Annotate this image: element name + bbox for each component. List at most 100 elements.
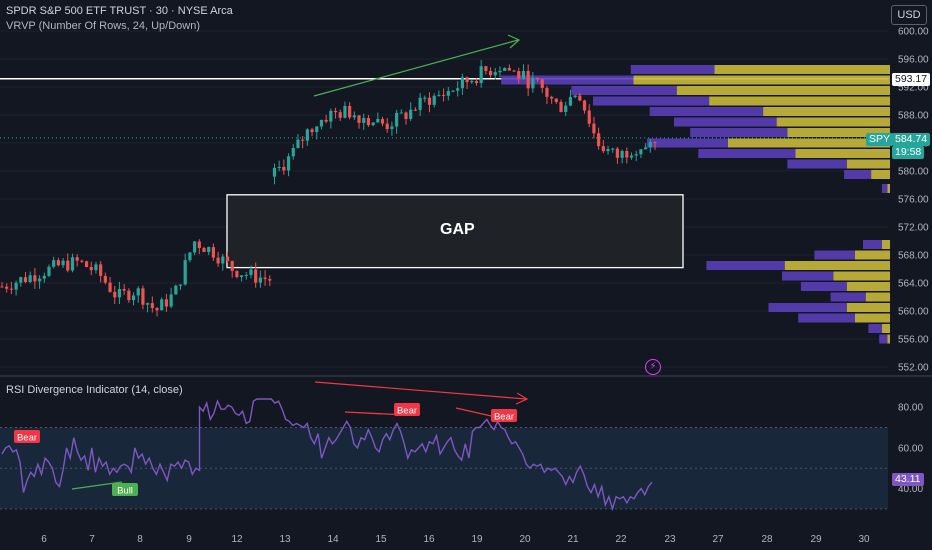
rsi-axis-tick: 40.00: [898, 484, 923, 495]
candle-body: [343, 105, 347, 118]
price-axis-tick: 552.00: [898, 363, 929, 374]
candle-body: [348, 105, 352, 118]
time-axis-tick: 16: [423, 534, 435, 545]
candle-body: [474, 81, 479, 84]
volume-profile-up-bar: [787, 128, 890, 137]
candle-body: [441, 94, 446, 96]
divergence-label-text: Bull: [117, 486, 133, 497]
price-axis-tick: 580.00: [898, 167, 929, 178]
volume-profile-up-bar: [854, 313, 890, 323]
candle-body: [193, 241, 197, 253]
volume-profile-up-bar: [633, 75, 890, 85]
candle-body: [80, 260, 84, 262]
candle-body: [225, 256, 230, 262]
candle-body: [413, 109, 418, 111]
divergence-label-bear: [394, 403, 420, 416]
candle-body: [545, 87, 549, 97]
candle-body: [606, 148, 610, 152]
candle-body: [84, 261, 89, 267]
volume-profile-down-bar: [879, 334, 888, 344]
candle-body: [146, 303, 150, 305]
candle-body: [141, 288, 145, 305]
candle-body: [108, 282, 112, 292]
candle-body: [296, 139, 300, 149]
price-trend-arrowhead: [507, 34, 521, 49]
candle-body: [488, 71, 493, 76]
volume-profile-down-bar: [881, 184, 888, 193]
volume-profile-up-bar: [846, 282, 890, 291]
price-axis-tick: 596.00: [898, 55, 929, 66]
horizontal-line-price-tag: 593.17: [892, 73, 931, 86]
candle-body: [150, 303, 154, 309]
divergence-label-text: Bear: [17, 433, 37, 444]
candle-body: [178, 284, 183, 286]
candle-body: [305, 129, 309, 141]
volume-profile-up-bar: [763, 107, 890, 116]
candle-body: [329, 110, 333, 122]
volume-profile-up-bar: [871, 170, 890, 179]
candle-body: [277, 166, 281, 168]
volume-profile-up-bar: [784, 261, 890, 270]
candle-body: [629, 155, 634, 158]
time-axis-tick: 27: [712, 534, 724, 545]
divergence-label-bear: [14, 430, 40, 443]
divergence-label-bull: [112, 483, 138, 496]
candle-body: [465, 77, 469, 83]
candle-body: [352, 115, 356, 118]
volume-profile-down-bar: [647, 138, 728, 148]
price-axis-tick: 592.00: [898, 83, 929, 94]
candle-body: [33, 275, 37, 282]
volume-profile-down-bar: [501, 75, 634, 85]
candle-body: [235, 270, 239, 278]
candle-body: [592, 123, 596, 134]
candle-body: [446, 91, 450, 96]
chart-title[interactable]: SPDR S&P 500 ETF TRUST · 30 · NYSE Arca: [6, 5, 233, 17]
volume-profile-up-bar: [846, 159, 890, 169]
volume-profile-up-bar: [887, 334, 890, 344]
last-price-tag: 584.74: [892, 133, 931, 146]
candle-body: [244, 274, 248, 276]
candle-body: [653, 142, 657, 144]
candle-body: [230, 261, 234, 271]
gap-label: GAP: [440, 221, 475, 238]
volume-profile-down-bar: [690, 128, 788, 137]
currency-button[interactable]: USD: [891, 5, 927, 25]
lightning-icon[interactable]: ⚡: [645, 359, 661, 375]
candle-body: [498, 70, 502, 73]
candle-body: [385, 123, 389, 130]
candle-body: [634, 154, 638, 156]
time-axis-tick: 15: [375, 534, 387, 545]
volume-profile-down-bar: [844, 170, 872, 179]
volume-profile-up-bar: [865, 292, 890, 302]
candle-body: [390, 126, 394, 130]
candle-body: [531, 77, 535, 89]
candle-body: [319, 119, 324, 127]
candle-body: [601, 146, 605, 152]
candle-body: [512, 70, 516, 72]
candle-body: [221, 256, 225, 264]
volume-profile-down-bar: [674, 117, 777, 127]
candle-body: [573, 95, 577, 98]
candle-body: [484, 66, 488, 72]
candle-body: [136, 288, 140, 296]
candle-body: [615, 148, 620, 158]
candle-body: [169, 294, 173, 307]
candle-body: [493, 72, 497, 76]
volume-profile-down-bar: [863, 240, 882, 249]
candle-body: [423, 97, 427, 99]
candle-body: [470, 81, 474, 83]
volume-profile-down-bar: [782, 271, 834, 281]
candle-body: [437, 94, 441, 96]
candle-body: [324, 119, 328, 122]
candle-body: [52, 260, 56, 267]
time-axis-tick: 13: [279, 534, 291, 545]
volume-profile-down-bar: [649, 107, 764, 116]
rsi-indicator-title[interactable]: RSI Divergence Indicator (14, close): [6, 384, 183, 396]
candle-body: [56, 260, 60, 266]
candle-body: [70, 257, 75, 271]
price-axis-tick: 560.00: [898, 307, 929, 318]
candle-body: [14, 282, 18, 290]
candle-body: [160, 299, 164, 311]
vrvp-indicator-label[interactable]: VRVP (Number Of Rows, 24, Up/Down): [6, 20, 200, 32]
